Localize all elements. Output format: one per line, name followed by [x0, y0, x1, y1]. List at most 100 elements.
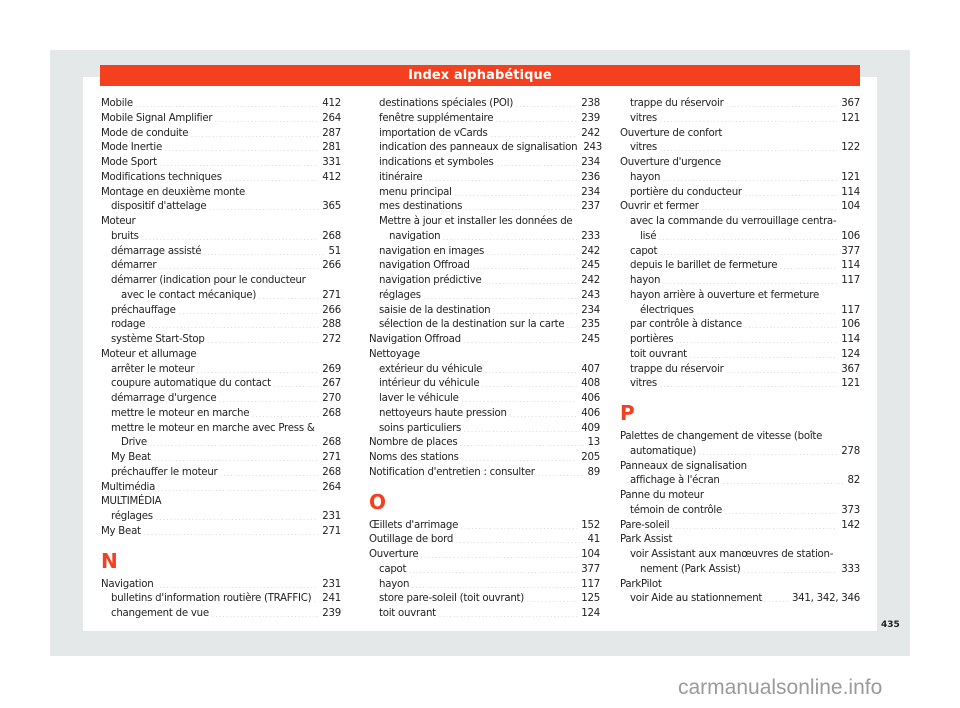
entry-text: Ouverture	[369, 549, 419, 560]
index-entry: capot 377	[369, 562, 600, 578]
dot-leader	[671, 518, 838, 529]
index-entry: dispositif d'attelage 365	[101, 200, 341, 215]
entry-page: 409	[581, 422, 600, 434]
entry-text: destinations spéciales (POI)	[379, 98, 514, 109]
index-entry: nement (Park Assist) 333	[620, 562, 860, 578]
dot-leader	[698, 444, 838, 455]
entry-page: 122	[841, 142, 860, 154]
entry-text: ParkPilot	[620, 578, 662, 590]
index-entry: préchauffer le moteur 268	[101, 465, 341, 481]
entry-page: 242	[581, 245, 600, 257]
index-entry: démarrer 266	[101, 259, 341, 274]
index-entry: vitres 122	[620, 141, 860, 156]
entry-page: 331	[322, 157, 341, 168]
dot-leader	[658, 111, 838, 122]
letter-heading: P	[620, 401, 635, 425]
entry-text: avec la commande du verrouillage centra-	[630, 216, 837, 227]
index-entry: préchauffage 266	[101, 303, 341, 319]
index-entry: itinéraire 236	[369, 170, 600, 186]
entry-text: bulletins d'information routière (TRAFFI…	[111, 593, 312, 605]
entry-text: Mode Inertie	[101, 142, 163, 154]
entry-text: préchauffage	[111, 304, 176, 316]
index-entry: Modifications techniques 412	[101, 170, 341, 186]
index-entry: avec la commande du verrouillage centra-	[620, 215, 860, 230]
entry-text: capot	[630, 245, 658, 257]
dot-leader	[779, 259, 838, 270]
index-entry: hayon 117	[369, 577, 600, 593]
entry-text: mes destinations	[379, 201, 463, 213]
index-entry: Ouverture de confort	[620, 127, 860, 142]
entry-page: 243	[581, 289, 600, 301]
entry-page: 406	[581, 407, 600, 419]
entry-text: MULTIMÉDIA	[101, 496, 162, 508]
entry-page: 271	[322, 525, 341, 537]
entry-page: 125	[581, 593, 600, 605]
dot-leader	[658, 229, 838, 240]
entry-page: 271	[322, 452, 341, 463]
entry-text: Mode Sport	[101, 157, 157, 168]
dot-leader	[411, 577, 578, 588]
entry-text: voir Assistant aux manœuvres de station-	[630, 549, 834, 560]
index-entry: trappe du réservoir 367	[620, 362, 860, 378]
index-entry: navigation prédictive 242	[369, 274, 600, 289]
index-entry: Nombre de places 13	[369, 436, 600, 451]
index-entry: électriques 117	[620, 303, 860, 319]
entry-text: Nombre de places	[369, 437, 458, 449]
dot-leader	[566, 318, 578, 329]
index-entry: démarrage d'urgence 270	[101, 392, 341, 407]
index-entry: arrêter le moteur 269	[101, 362, 341, 378]
index-entry: store pare-soleil (toit ouvrant) 125	[369, 592, 600, 607]
entry-page: 281	[322, 142, 341, 154]
index-entry: Nettoyage	[369, 348, 600, 363]
index-entry: voir Aide au stationnement 341, 342, 346	[620, 592, 860, 607]
entry-page: 238	[581, 98, 600, 109]
index-entry: Mobile Signal Amplifier 264	[101, 111, 341, 127]
entry-text: Palettes de changement de vitesse (boîte	[620, 431, 823, 442]
entry-page: 266	[322, 260, 341, 272]
index-entry: hayon 121	[620, 170, 860, 186]
entry-text: intérieur du véhicule	[379, 378, 480, 390]
index-entry: Moteur et allumage	[101, 348, 341, 363]
entry-page: 233	[581, 230, 600, 242]
index-entry: Mode Inertie 281	[101, 141, 341, 156]
entry-text: portière du conducteur	[630, 186, 742, 198]
dot-leader	[658, 141, 838, 152]
entry-page: 104	[841, 201, 860, 213]
entry-page: 268	[322, 407, 341, 419]
entry-page: 239	[581, 112, 600, 124]
dot-leader	[214, 111, 319, 122]
dot-leader	[495, 156, 578, 166]
entry-text: laver le véhicule	[379, 393, 459, 404]
index-entry: Pare-soleil 142	[620, 518, 860, 534]
entry-page: 266	[322, 304, 341, 316]
entry-text: portières	[630, 334, 674, 345]
index-entry: changement de vue 239	[101, 607, 341, 622]
entry-text: fenêtre supplémentaire	[379, 112, 494, 124]
entry-page: 237	[581, 201, 600, 213]
entry-page: 41	[587, 534, 601, 546]
dot-leader	[658, 377, 838, 388]
dot-leader	[526, 592, 578, 603]
dot-leader	[196, 362, 319, 373]
entry-text: Œillets d'arrimage	[369, 519, 459, 531]
entry-page: 114	[841, 334, 860, 345]
entry-page: 270	[322, 393, 341, 404]
dot-leader	[460, 392, 578, 402]
entry-page: 268	[322, 230, 341, 242]
entry-text: démarrer	[111, 260, 157, 272]
dot-leader	[515, 97, 578, 107]
entry-text: système Start-Stop	[111, 334, 205, 345]
entry-text: rodage	[111, 319, 146, 331]
entry-page: 245	[581, 260, 600, 272]
index-entry: vitres 121	[620, 377, 860, 392]
dot-leader	[155, 577, 319, 588]
dot-leader	[408, 562, 578, 573]
index-entry: saisie de la destination 234	[369, 303, 600, 319]
entry-page: 287	[322, 127, 341, 139]
index-entry: trappe du réservoir 367	[620, 97, 860, 112]
entry-text: préchauffer le moteur	[111, 466, 218, 478]
index-entry: bruits 268	[101, 229, 341, 245]
entry-page: 341, 342, 346	[791, 593, 860, 605]
entry-text: My Beat	[101, 525, 141, 537]
index-entry: Mobile 412	[101, 97, 341, 112]
